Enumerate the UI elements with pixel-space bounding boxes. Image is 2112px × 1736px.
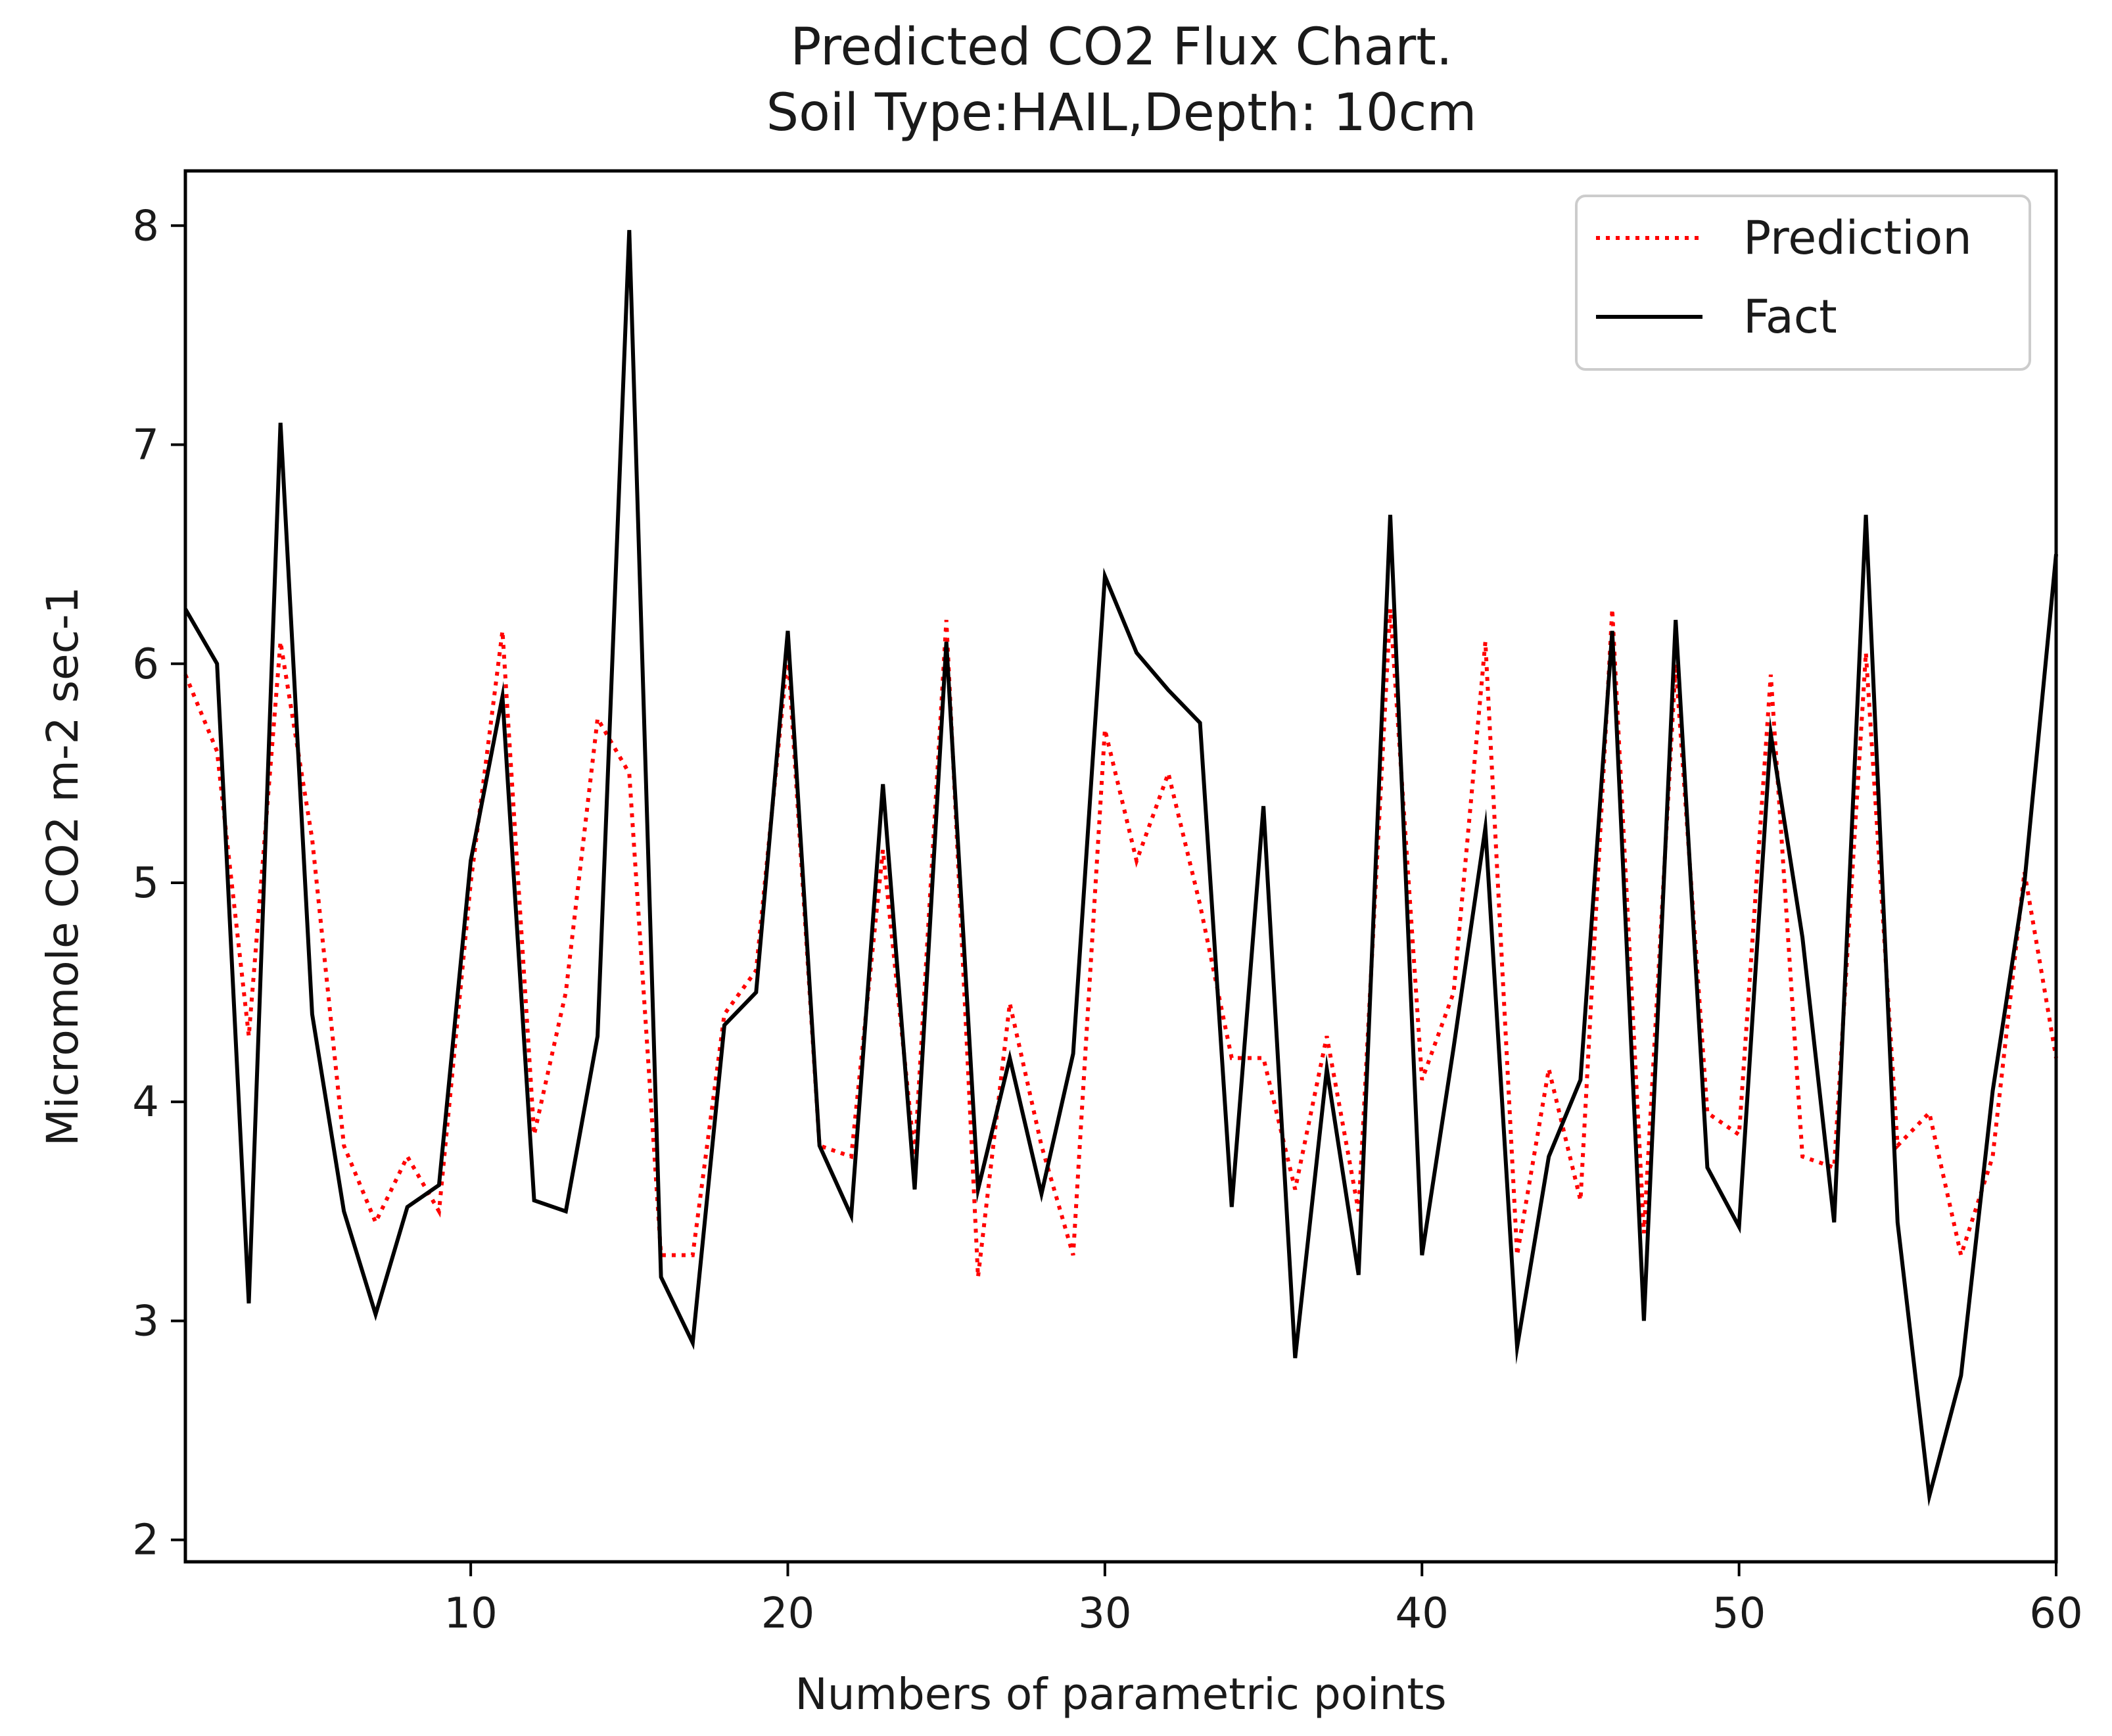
legend-label-fact: Fact: [1743, 290, 1837, 344]
legend-box: [1575, 195, 2031, 371]
y-tick-label: 2: [132, 1516, 159, 1565]
chart-title: Predicted CO2 Flux Chart.: [790, 18, 1452, 77]
series-line-fact: [183, 229, 2058, 1507]
x-tick-label: 20: [761, 1589, 814, 1638]
x-tick-label: 10: [444, 1589, 497, 1638]
plot-series: [183, 229, 2058, 1507]
x-axis-label: Numbers of parametric points: [795, 1669, 1446, 1720]
x-tick-label: 40: [1396, 1589, 1449, 1638]
x-tick-label: 60: [2029, 1589, 2082, 1638]
y-tick-label: 4: [132, 1078, 159, 1127]
chart-subtitle: Soil Type:HAIL,Depth: 10cm: [766, 83, 1477, 143]
series-line-prediction: [183, 609, 2058, 1278]
legend-label-prediction: Prediction: [1743, 211, 1972, 265]
y-tick-label: 6: [132, 640, 159, 689]
y-tick-label: 8: [132, 202, 159, 250]
plot-area-frame: [183, 169, 2058, 1564]
y-axis-label: Micromole CO2 m-2 sec-1: [37, 586, 88, 1146]
x-tick-label: 50: [1712, 1589, 1766, 1638]
y-tick-label: 3: [132, 1297, 159, 1346]
y-tick-label: 5: [132, 859, 159, 908]
legend: Prediction Fact: [1575, 195, 2031, 371]
x-tick-label: 30: [1078, 1589, 1131, 1638]
y-tick-label: 7: [132, 421, 159, 470]
axis-ticks: 10 20 30 40 50 60 2 3 4 5 6 7 8: [132, 202, 2082, 1638]
